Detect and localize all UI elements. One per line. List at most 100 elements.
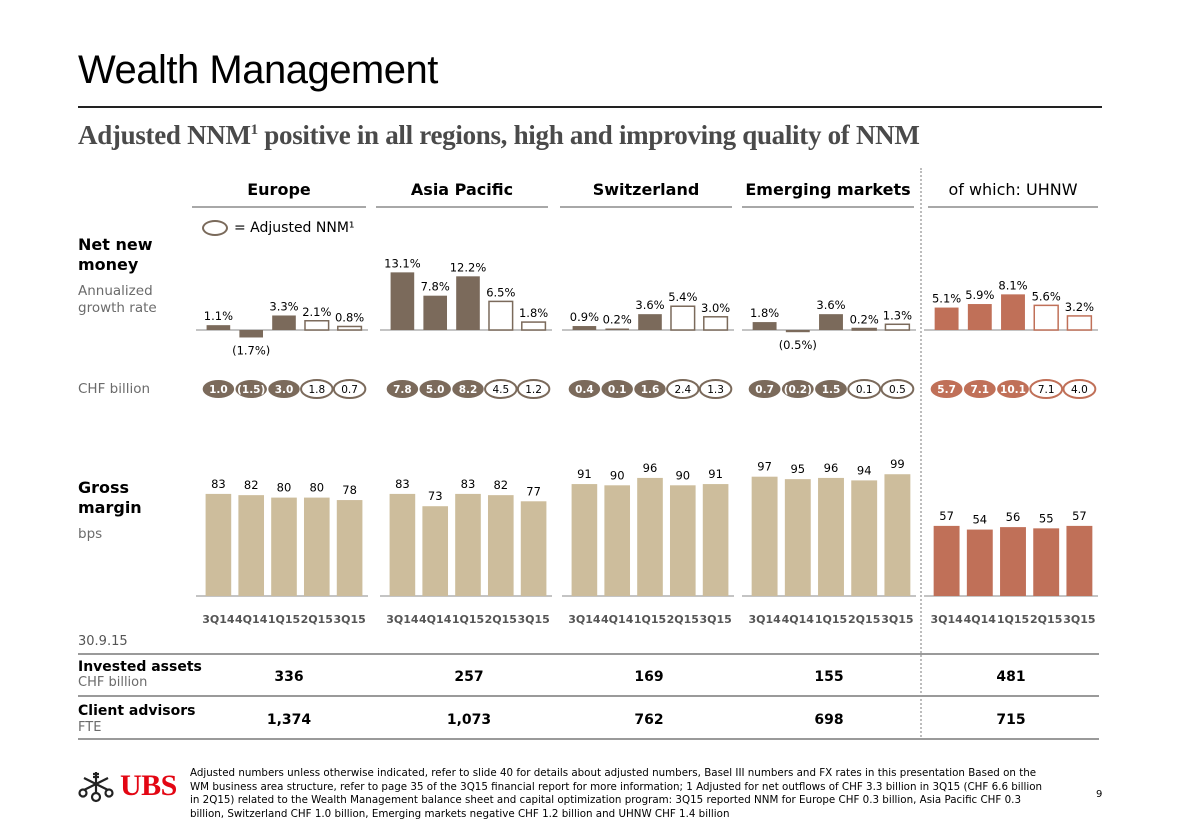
gm-bar [637,477,663,596]
nnm-value-label: 0.8% [335,310,364,324]
nnm-bar [638,314,662,330]
nnm-chf-label: 1.2 [525,384,542,396]
category-tick-label: 2Q15 [848,613,880,626]
nnm-value-label: 3.2% [1065,300,1094,314]
nnm-chf-oval [997,380,1029,398]
region-header-switzerland: Switzerland [592,180,700,199]
nnm-value-label: 5.1% [932,292,961,306]
gm-value-label: 77 [526,484,541,498]
gm-bar [669,485,696,596]
nnm-chf-oval [963,380,996,398]
nnm-chf-oval [601,380,633,398]
nnm-bar [605,328,630,330]
gm-bar [271,497,297,596]
nnm-chf-label: 1.0 [209,384,228,396]
invested-assets-emerging-markets: 155 [814,669,844,685]
gm-value-label: 56 [1006,510,1021,524]
gm-value-label: 82 [244,478,259,492]
gm-value-label: 55 [1039,511,1054,525]
nnm-value-label: (0.5%) [779,338,817,352]
gm-bar [1066,525,1093,596]
ubs-logo: UBS [78,768,177,804]
nnm-bar [703,316,729,331]
nnm-chf-label: 0.7 [341,384,358,396]
region-header-rule [192,206,366,208]
gm-value-label: 57 [1072,509,1087,523]
nnm-chf-label: 1.3 [707,384,724,396]
nnm-chf-oval [268,380,300,398]
nnm-bar [272,315,296,330]
category-tick-label: 3Q15 [517,613,549,626]
nnm-chf-label: 4.0 [1071,384,1088,396]
category-tick-label: 3Q14 [202,613,235,626]
region-header-emerging-markets: Emerging markets [745,180,911,199]
client-advisors-emerging-markets: 698 [814,712,844,728]
nnm-chf-label: 7.8 [393,384,412,396]
nnm-bar [819,314,843,330]
gm-value-label: 78 [342,483,357,497]
nnm-bar [967,304,992,330]
region-header-rule [560,206,732,208]
gm-value-label: 99 [890,457,905,471]
category-tick-label: 4Q14 [235,613,268,626]
nnm-chf-label: 1.6 [641,384,660,396]
nnm-chf-oval [1062,379,1097,399]
nnm-chf-oval [484,379,518,399]
gm-value-label: 57 [939,509,954,523]
gm-bar [389,493,416,596]
nnm-bar [1001,294,1025,330]
nnm-chf-label: 0.7 [755,384,774,396]
gm-bar [751,476,778,596]
region-header-rule [928,206,1098,208]
nnm-bar [488,300,514,331]
gm-value-label: 82 [493,478,508,492]
nnm-chf-oval [880,379,915,399]
nnm-value-label: (1.7%) [232,343,270,357]
nnm-chf-oval [748,380,781,398]
category-tick-label: 3Q15 [1063,613,1095,626]
nnm-bar [390,272,415,330]
nnm-row-title: Net new money [78,235,153,274]
table-rule [78,738,1099,740]
nnm-value-label: 5.9% [965,288,994,302]
gm-value-label: 83 [211,477,226,491]
gm-bar [818,477,844,596]
gm-bar [303,497,330,596]
nnm-chf-oval [666,379,700,399]
gm-bar [851,480,878,596]
nnm-chf-oval [1029,379,1064,399]
nnm-value-label: 0.2% [603,313,632,327]
nnm-chf-oval [419,380,451,398]
nnm-bar [521,321,547,331]
region-header-rule [376,206,548,208]
nnm-chf-label: 3.0 [275,384,294,396]
nnm-value-label: 0.2% [850,313,879,327]
gm-value-label: 54 [972,513,987,527]
category-tick-label: 4Q14 [964,613,997,626]
nnm-bar [456,276,480,330]
category-tick-label: 3Q14 [748,613,781,626]
category-tick-label: 3Q15 [881,613,913,626]
nnm-chf-label: 5.7 [937,384,956,396]
category-tick-label: 1Q15 [815,613,847,626]
nnm-chf-oval [930,380,963,398]
nnm-chf-label: 0.1 [608,384,627,396]
region-header-europe: Europe [247,180,311,199]
gm-value-label: 80 [277,481,292,495]
nnm-value-label: 1.8% [519,306,548,320]
nnm-value-label: 3.0% [701,301,730,315]
nnm-chf-oval [568,380,601,398]
nnm-chf-label: 1.5 [822,384,841,396]
table-rule [78,695,1099,697]
nnm-chf-oval [781,380,814,398]
nnm-chf-oval [300,379,334,399]
nnm-value-label: 3.6% [635,298,664,312]
gm-bar [1000,527,1026,596]
gm-bar [933,525,960,596]
gm-bar [455,493,481,596]
subtitle-text-1: Adjusted NNM [78,120,251,150]
invested-assets-uhnw: 481 [996,669,1026,685]
category-tick-label: 3Q15 [333,613,365,626]
nnm-chf-label: 0.4 [575,384,594,396]
